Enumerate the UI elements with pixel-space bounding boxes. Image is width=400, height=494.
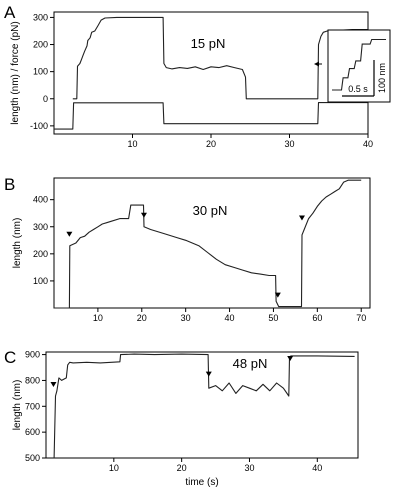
force-annotation: 30 pN: [193, 203, 228, 218]
series-line-length: [53, 353, 355, 459]
x-tick-label: 60: [312, 313, 322, 323]
panel-b: 10 20 30 40 50 60 70 100 200 300 400 B 30 pN length (…: [4, 175, 371, 323]
y-tick-label: 0: [43, 94, 48, 104]
x-tick-label: 40: [363, 139, 373, 149]
x-tick-label: 30: [244, 463, 254, 473]
y-tick-label: 300: [33, 12, 48, 22]
y-tick-label: 100: [33, 67, 48, 77]
y-tick-label: -100: [30, 121, 48, 131]
y-axis-label: length (nm): [12, 380, 23, 431]
plot-frame: [53, 177, 371, 309]
y-tick-label: 400: [33, 195, 48, 205]
panel-label: C: [4, 348, 16, 367]
inset-pointer-head: [314, 61, 319, 67]
inset-scale-label-x: 0.5 s: [348, 84, 368, 94]
event-marker: [140, 212, 147, 218]
event-marker: [50, 381, 57, 387]
y-tick-label: 800: [25, 375, 40, 385]
panel-c: 10 20 30 40 500 600 700 800 900 C 48 pN length (nm)…: [4, 348, 359, 488]
y-tick-label: 200: [33, 249, 48, 259]
plot-frame: [53, 11, 369, 135]
plot-frame: [45, 351, 359, 459]
y-tick-label: 900: [25, 350, 40, 360]
event-marker: [205, 371, 212, 377]
y-tick-label: 300: [33, 222, 48, 232]
x-tick-label: 30: [284, 139, 294, 149]
x-tick-label: 50: [268, 313, 278, 323]
series-line-length: [54, 179, 362, 309]
series-line-length: [72, 16, 368, 100]
panel-a: 10 20 30 40 -100 0 100 200 300 A 15 pN length (nm) …: [4, 3, 391, 149]
y-tick-label: 500: [25, 453, 40, 463]
y-tick-label: 600: [25, 427, 40, 437]
x-tick-label: 20: [137, 313, 147, 323]
event-marker: [298, 215, 305, 221]
inset-scale-label-y: 100 nm: [377, 63, 387, 93]
y-tick-label: 700: [25, 401, 40, 411]
x-tick-label: 10: [127, 139, 137, 149]
x-tick-label: 70: [356, 313, 366, 323]
x-tick-label: 10: [109, 463, 119, 473]
event-marker: [66, 231, 73, 237]
x-axis-label: time (s): [185, 477, 218, 488]
x-tick-label: 10: [93, 313, 103, 323]
y-axis-label: length (nm) / force (pN): [10, 21, 21, 124]
x-tick-label: 40: [225, 313, 235, 323]
event-marker: [287, 356, 294, 361]
x-tick-label: 30: [181, 313, 191, 323]
inset-trace: [332, 38, 386, 91]
x-tick-label: 20: [177, 463, 187, 473]
x-tick-label: 20: [206, 139, 216, 149]
event-marker: [274, 292, 281, 298]
y-axis-label: length (nm): [12, 218, 23, 269]
series-line-force: [54, 102, 368, 130]
x-tick-label: 40: [312, 463, 322, 473]
panel-label: B: [4, 175, 15, 194]
force-annotation: 48 pN: [233, 356, 268, 371]
panel-label: A: [4, 3, 16, 22]
force-annotation: 15 pN: [191, 36, 226, 51]
y-tick-label: 100: [33, 276, 48, 286]
y-tick-label: 200: [33, 40, 48, 50]
